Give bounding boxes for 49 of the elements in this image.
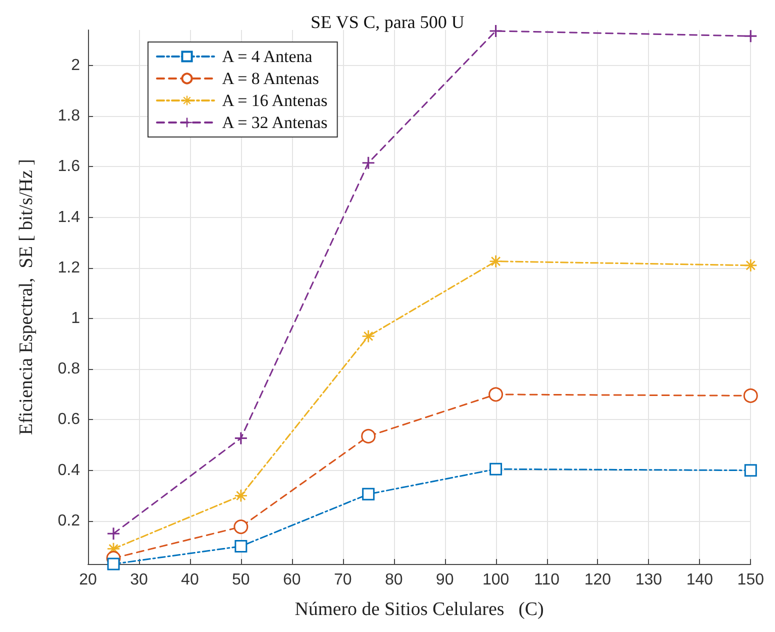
point — [362, 156, 374, 169]
legend-label: A = 4 Antena — [222, 47, 313, 66]
x-tick-label: 140 — [686, 572, 714, 588]
point — [234, 490, 247, 502]
y-tick-label: 1.6 — [58, 158, 80, 176]
x-tick-label: 110 — [534, 572, 560, 588]
y-tick-label: 1.2 — [58, 259, 80, 276]
point — [361, 428, 376, 444]
point — [234, 520, 248, 534]
x-tick-label: 70 — [334, 572, 352, 588]
x-tick-label: 20 — [79, 572, 97, 588]
y-tick-label: 0.4 — [58, 462, 80, 479]
point — [744, 259, 757, 272]
y-tick-label: 1.8 — [58, 108, 80, 125]
y-tick-label: 1.4 — [58, 208, 80, 226]
x-axis-title: Número de Sitios Celulares (C) — [294, 599, 544, 620]
x-tick-label: 40 — [181, 572, 199, 588]
point — [490, 255, 502, 268]
point — [362, 330, 374, 342]
point — [234, 540, 248, 553]
y-tick-label: 0.8 — [58, 360, 80, 378]
point — [490, 462, 502, 476]
x-tick-label: 100 — [482, 572, 510, 588]
x-tick-label: 90 — [436, 572, 454, 588]
point — [490, 25, 502, 38]
legend-label: A = 8 Antenas — [222, 69, 319, 88]
y-tick-label: 0.6 — [58, 411, 80, 428]
x-tick-label: 30 — [130, 572, 148, 588]
x-tick-label: 80 — [384, 572, 403, 588]
x-tick-label: 50 — [232, 572, 250, 588]
point — [488, 387, 504, 402]
y-tick-label: 2 — [71, 56, 80, 74]
point — [362, 488, 375, 500]
point — [744, 30, 757, 42]
legend-label: A = 32 Antenas — [222, 113, 328, 132]
point — [743, 388, 758, 403]
y-tick-label: 1 — [71, 310, 80, 328]
chart-title: SE VS C, para 500 U — [310, 12, 464, 32]
point — [744, 464, 757, 477]
x-tick-label: 60 — [282, 572, 301, 588]
legend-label: A = 16 Antenas — [222, 91, 328, 110]
x-tick-label: 130 — [635, 572, 662, 588]
y-tick-label: 0.2 — [58, 512, 80, 530]
point — [107, 528, 120, 540]
x-tick-label: 150 — [737, 572, 764, 588]
x-tick-label: 120 — [584, 572, 612, 588]
point — [234, 432, 247, 444]
y-axis-title: Eficiencia Espectral, SE [ bit/s/Hz ] — [16, 159, 37, 435]
point — [107, 558, 120, 570]
